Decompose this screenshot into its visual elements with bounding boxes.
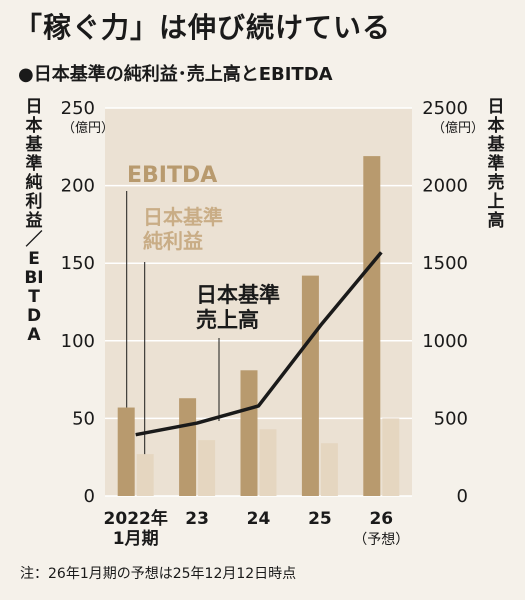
bar-ebitda — [179, 398, 197, 496]
y-tick-left: 200 — [61, 176, 95, 197]
y-tick-right: 2000 — [422, 176, 468, 197]
gridlines — [105, 107, 412, 497]
bar-ebitda — [240, 370, 258, 496]
y-tick-right: 1500 — [422, 253, 468, 274]
y-axis-left-label: 日本基準純利益／EBITDA — [24, 97, 44, 345]
y-tick-right: 2500 — [422, 98, 468, 119]
footnote: 注：26年1月期の予想は25年12月12日時点 — [20, 566, 297, 582]
y-tick-right: 0 — [457, 486, 468, 507]
x-tick-label: （予想） — [353, 532, 409, 548]
y-tick-left: 150 — [61, 253, 95, 274]
y-tick-left: 0 — [84, 486, 95, 507]
bar-ebitda — [363, 156, 381, 496]
legend-ebitda: EBITDA — [127, 163, 217, 188]
y-unit-right: （億円） — [432, 120, 484, 136]
bar-net-income — [198, 440, 216, 496]
bar-ebitda — [117, 407, 135, 496]
chart-subtitle: ●日本基準の純利益･売上高とEBITDA — [18, 64, 333, 85]
line-series — [135, 251, 383, 437]
y-axis-right-label: 日本基準売上高 — [487, 97, 505, 231]
x-tick-label: 2022年 — [104, 508, 168, 529]
x-tick-label: 23 — [185, 509, 209, 529]
legend-net-income: 純利益 — [143, 229, 203, 253]
y-tick-left: 100 — [61, 331, 95, 352]
x-tick-label: 24 — [247, 509, 271, 529]
bar-net-income — [320, 443, 338, 496]
bar-net-income — [136, 454, 154, 496]
y-tick-right: 500 — [434, 408, 468, 429]
x-tick-label: 26 — [369, 509, 393, 529]
bar-ebitda — [301, 275, 319, 496]
y-unit-left: （億円） — [62, 120, 114, 136]
x-tick-label: 1月期 — [113, 529, 159, 549]
chart-title: 「稼ぐ力」は伸び続けている — [14, 11, 392, 44]
legend-revenue: 日本基準 — [196, 283, 280, 307]
legend-revenue: 売上高 — [196, 308, 259, 332]
x-tick-label: 25 — [308, 509, 332, 529]
legend-net-income: 日本基準 — [143, 205, 223, 229]
y-tick-left: 250 — [61, 98, 95, 119]
bar-net-income — [382, 418, 400, 496]
y-tick-right: 1000 — [422, 331, 468, 352]
line-revenue — [135, 251, 383, 437]
bar-net-income — [259, 429, 277, 496]
y-tick-left: 50 — [72, 408, 95, 429]
